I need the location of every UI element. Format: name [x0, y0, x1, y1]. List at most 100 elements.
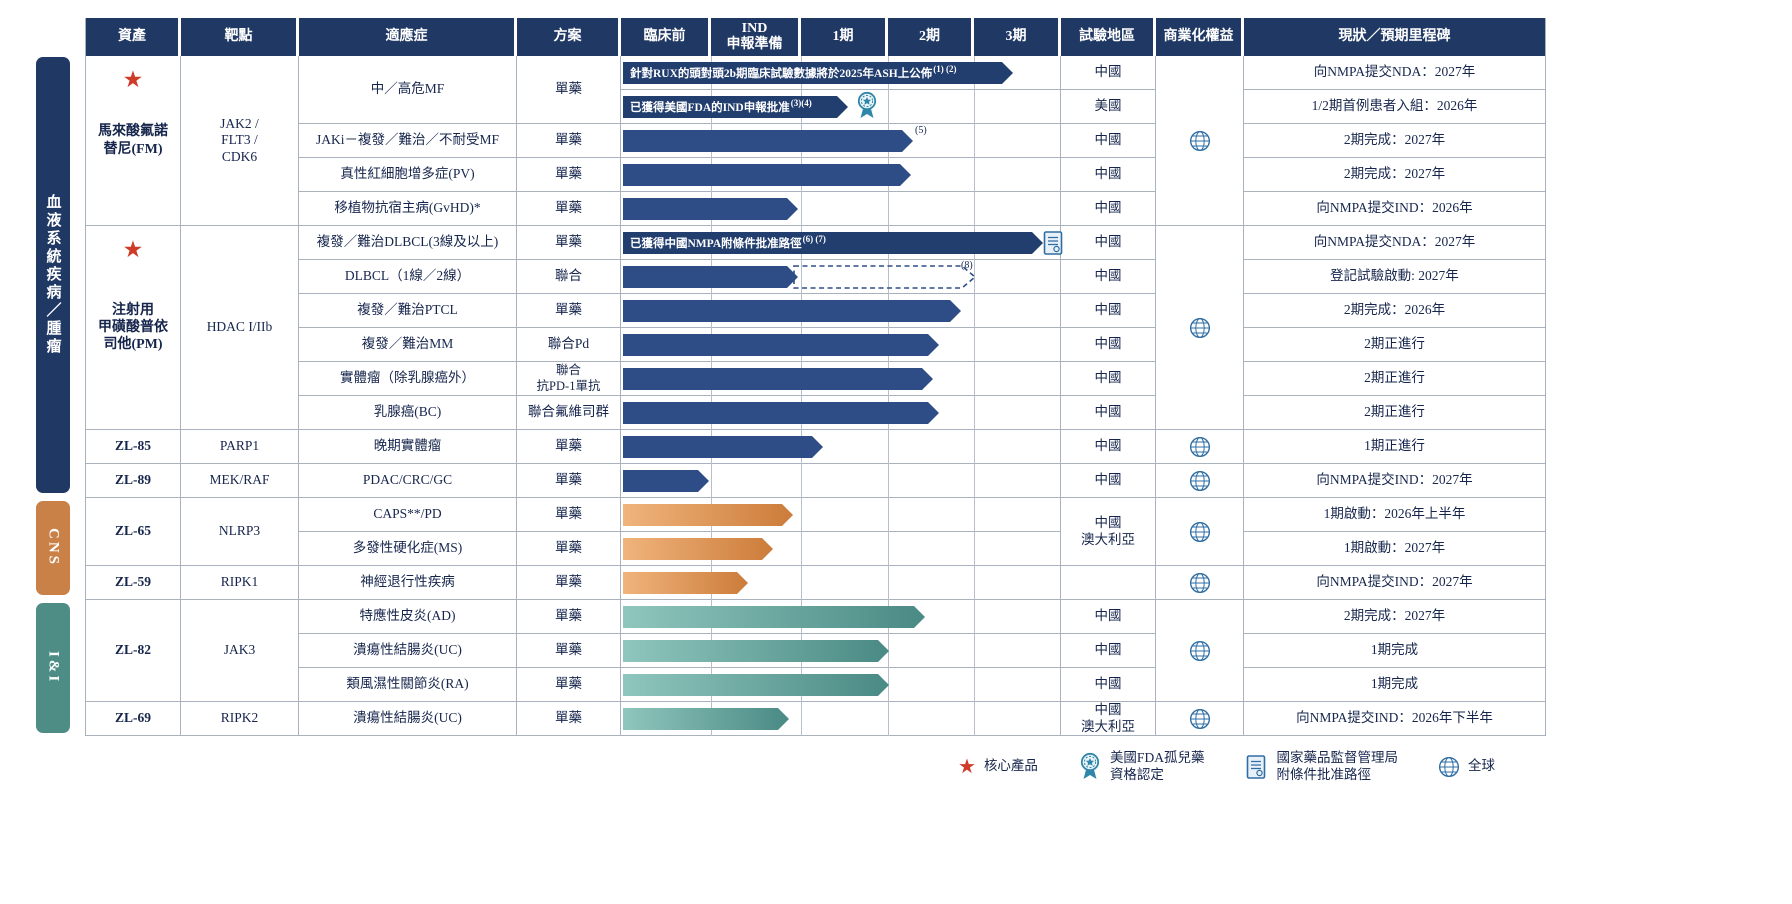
phase-bar-cell: [621, 566, 1061, 600]
asset-cell-fm: ★ 馬來酸氟諾 替尼(FM): [86, 56, 181, 226]
milestone-cell: 向NMPA提交NDA：2027年: [1244, 56, 1546, 90]
indication-cell: 移植物抗宿主病(GvHD)*: [299, 192, 517, 226]
phase-bar-label: 已獲得中國NMPA附條件批准路徑: [630, 238, 802, 250]
fda-orphan-badge-icon: [1078, 752, 1102, 782]
asset-cell-zl59: ZL-59: [86, 566, 181, 600]
milestone-cell: 1期啟動：2027年: [1244, 532, 1546, 566]
milestone-cell: 2期完成：2027年: [1244, 158, 1546, 192]
core-product-star-icon: ★: [958, 755, 976, 778]
column-header-milestones: 現狀／預期里程碑: [1244, 18, 1546, 56]
core-product-star-icon: ★: [124, 239, 142, 261]
legend-item-nmpa-conditional: 國家藥品監督管理局 附條件批准路徑: [1244, 750, 1398, 784]
phase-bar-cell: 已獲得中國NMPA附條件批准路徑 (6) (7): [621, 226, 1061, 260]
phase-bar-navy: [623, 368, 933, 390]
globe-icon: [1189, 436, 1211, 458]
phase-bar-cell: [621, 498, 1061, 532]
globe-icon: [1438, 756, 1460, 778]
region-cell: [1061, 566, 1156, 600]
region-cell: 中國 澳大利亞: [1061, 702, 1156, 736]
regimen-cell: 單藥: [517, 532, 621, 566]
phase-bar-cell: [621, 634, 1061, 668]
region-cell: 中國: [1061, 226, 1156, 260]
region-cell: 中國: [1061, 362, 1156, 396]
milestone-cell: 向NMPA提交IND：2027年: [1244, 566, 1546, 600]
indication-cell: 類風濕性關節炎(RA): [299, 668, 517, 702]
phase-bar-navy: 已獲得美國FDA的IND申報批准 (3)(4): [623, 96, 848, 118]
column-header-indication: 適應症: [299, 18, 517, 56]
phase-bar-cell: [621, 430, 1061, 464]
regimen-cell: 聯合Pd: [517, 328, 621, 362]
regimen-cell: 單藥: [517, 600, 621, 634]
target-cell: RIPK1: [181, 566, 299, 600]
region-cell: 中國: [1061, 396, 1156, 430]
column-header-commercial-rights: 商業化權益: [1156, 18, 1244, 56]
legend-label: 核心產品: [983, 758, 1038, 774]
region-cell: 中國: [1061, 260, 1156, 294]
phase-bar-cell: [621, 532, 1061, 566]
milestone-cell: 向NMPA提交NDA：2027年: [1244, 226, 1546, 260]
column-header-trial-region: 試驗地區: [1061, 18, 1156, 56]
phase-bar-cell: [621, 158, 1061, 192]
phase-bar-cell: [621, 362, 1061, 396]
region-cell: 中國 澳大利亞: [1061, 498, 1156, 566]
indication-cell: CAPS**/PD: [299, 498, 517, 532]
indication-cell: PDAC/CRC/GC: [299, 464, 517, 498]
commercial-rights-cell: [1156, 600, 1244, 702]
commercial-rights-cell: [1156, 226, 1244, 430]
column-header-preclinical: 臨床前: [621, 18, 711, 56]
phase-bar-navy: [623, 402, 939, 424]
region-cell: 中國: [1061, 430, 1156, 464]
phase-bar-label: 針對RUX的頭對頭2b期臨床試驗數據將於2025年ASH上公佈: [630, 68, 933, 80]
asset-cell-pm: ★ 注射用 甲磺酸普依 司他(PM): [86, 226, 181, 430]
phase-bar-teal: [623, 606, 925, 628]
footnote-marker: (8): [961, 260, 973, 271]
milestone-cell: 1期正進行: [1244, 430, 1546, 464]
regimen-cell: 單藥: [517, 430, 621, 464]
asset-name: 注射用 甲磺酸普依 司他(PM): [98, 302, 168, 353]
globe-icon: [1189, 521, 1211, 543]
phase-gridline: [888, 56, 889, 736]
region-cell: 中國: [1061, 634, 1156, 668]
phase-bar-cell: [621, 192, 1061, 226]
regimen-cell: 單藥: [517, 294, 621, 328]
asset-cell-zl85: ZL-85: [86, 430, 181, 464]
indication-cell: JAKi－複發／難治／不耐受MF: [299, 124, 517, 158]
phase-bar-teal: [623, 640, 889, 662]
indication-cell: 晚期實體瘤: [299, 430, 517, 464]
asset-cell-zl65: ZL-65: [86, 498, 181, 566]
milestone-cell: 2期正進行: [1244, 362, 1546, 396]
indication-cell: 潰瘍性結腸炎(UC): [299, 702, 517, 736]
regimen-cell: 單藥: [517, 226, 621, 260]
legend-label: 美國FDA孤兒藥 資格認定: [1109, 750, 1205, 782]
milestone-cell: 1期啟動：2026年上半年: [1244, 498, 1546, 532]
phase-bar-navy: 已獲得中國NMPA附條件批准路徑 (6) (7): [623, 232, 1043, 254]
regimen-cell: 單藥: [517, 124, 621, 158]
milestone-cell: 1/2期首例患者入組：2026年: [1244, 90, 1546, 124]
asset-cell-zl89: ZL-89: [86, 464, 181, 498]
target-cell: JAK3: [181, 600, 299, 702]
indication-cell: 中／高危MF: [299, 56, 517, 124]
legend-item-global: 全球: [1438, 756, 1495, 778]
asset-cell-zl69: ZL-69: [86, 702, 181, 736]
footnote-marker: (5): [915, 125, 927, 136]
phase-bar-navy: [623, 130, 913, 152]
milestone-cell: 2期完成：2026年: [1244, 294, 1546, 328]
category-label-cns: CNS: [36, 501, 70, 595]
globe-icon: [1189, 640, 1211, 662]
regimen-cell: 單藥: [517, 668, 621, 702]
regimen-cell: 單藥: [517, 56, 621, 124]
indication-cell: 潰瘍性結腸炎(UC): [299, 634, 517, 668]
phase-bar-navy: 針對RUX的頭對頭2b期臨床試驗數據將於2025年ASH上公佈 (1) (2): [623, 62, 1013, 84]
column-header-asset: 資產: [86, 18, 181, 56]
regimen-cell: 單藥: [517, 566, 621, 600]
globe-icon: [1189, 317, 1211, 339]
region-cell: 中國: [1061, 668, 1156, 702]
commercial-rights-cell: [1156, 430, 1244, 464]
milestone-cell: 2期完成：2027年: [1244, 124, 1546, 158]
milestone-cell: 向NMPA提交IND：2027年: [1244, 464, 1546, 498]
column-header-phase3: 3期: [974, 18, 1061, 56]
target-cell: NLRP3: [181, 498, 299, 566]
phase-bar-cell: (8): [621, 260, 1061, 294]
fda-orphan-badge-icon: [855, 91, 879, 121]
commercial-rights-cell: [1156, 702, 1244, 736]
